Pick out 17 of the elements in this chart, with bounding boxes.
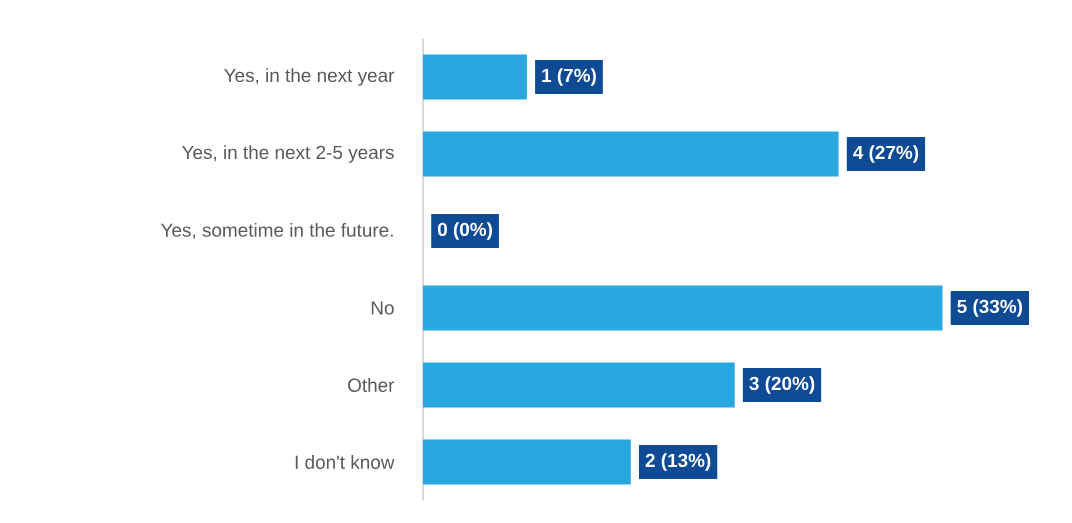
y-tick-label: Yes, sometime in the future. — [160, 222, 393, 240]
bar — [423, 54, 527, 100]
bar — [423, 285, 943, 331]
bar — [423, 439, 631, 485]
data-label: 4 (27%) — [853, 145, 919, 163]
bar — [423, 362, 735, 408]
y-tick-label: No — [371, 301, 394, 315]
y-tick-label: Other — [348, 378, 395, 392]
data-label: 0 (0%) — [437, 222, 492, 240]
data-label: 2 (13%) — [645, 453, 711, 471]
data-label: 1 (7%) — [542, 68, 596, 86]
y-tick-label: Yes, in the next year — [224, 68, 395, 86]
data-label: 5 (33%) — [957, 299, 1023, 317]
y-tick-label: I don't know — [295, 455, 395, 469]
bar — [423, 131, 839, 177]
data-label: 3 (20%) — [749, 376, 815, 394]
y-tick-label: Yes, in the next 2-5 years — [182, 145, 394, 163]
